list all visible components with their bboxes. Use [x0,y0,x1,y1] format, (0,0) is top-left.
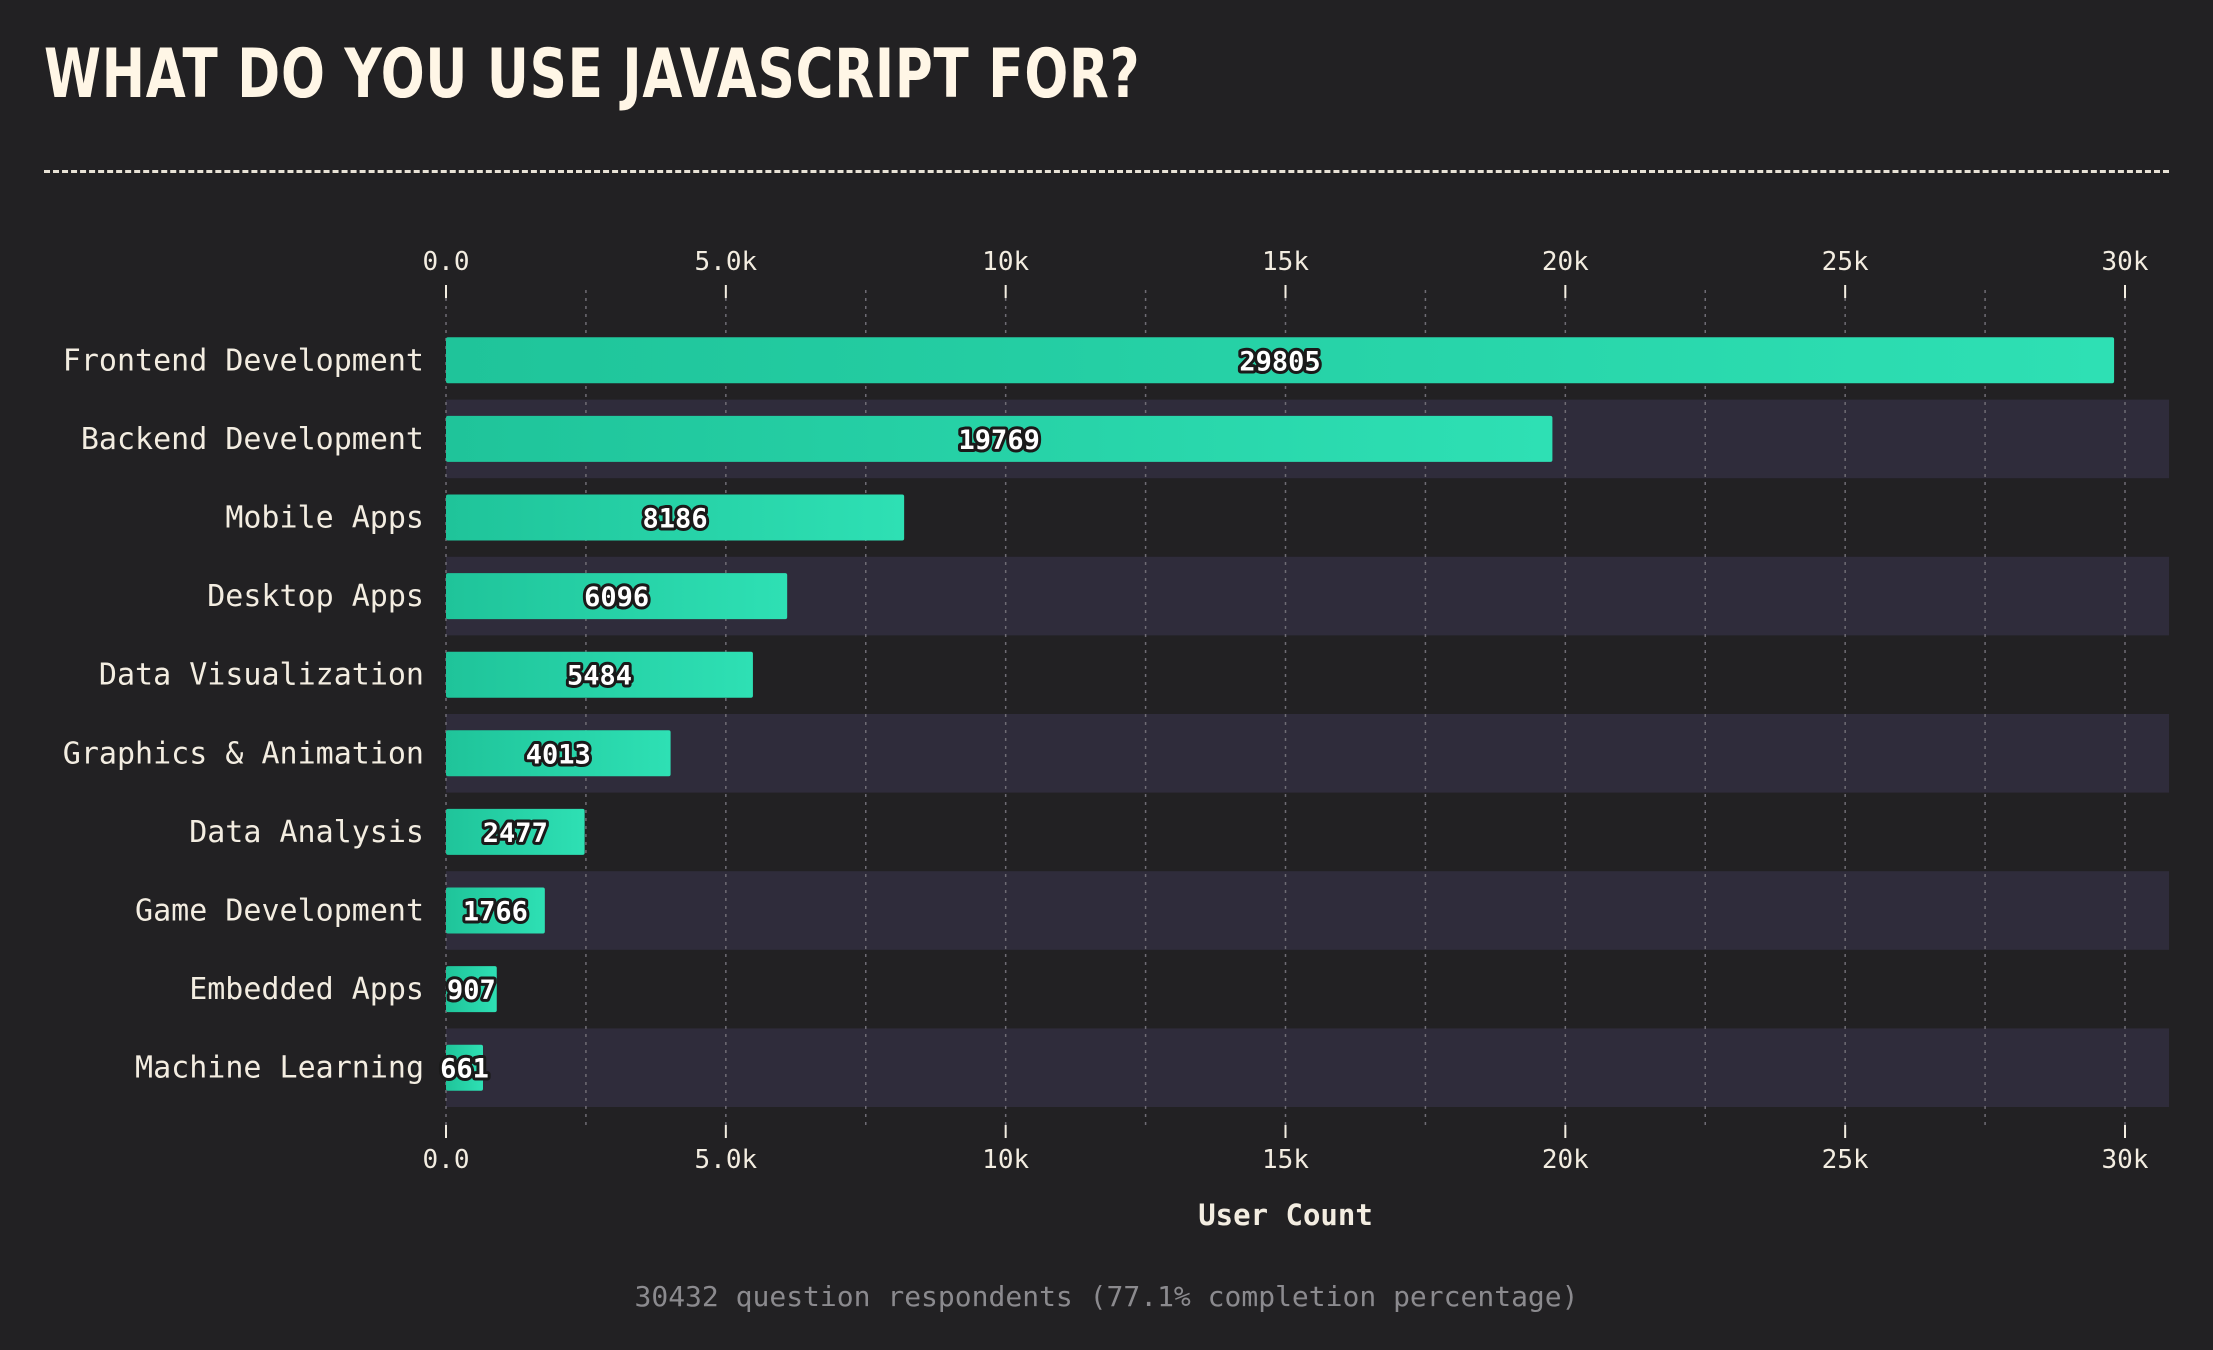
row-band [446,1028,2169,1107]
bar [446,494,905,541]
bottom-tick-label: 20k [1542,1145,1589,1175]
category-label: Data Visualization [99,658,424,693]
category-labels: Frontend Development Backend Development M… [63,343,424,1085]
bottom-tick-label: 25k [1822,1145,1869,1175]
bottom-tick-label: 15k [1262,1145,1309,1175]
bar [446,808,585,855]
gridlines [445,290,2126,1128]
bottom-tick-label: 0.0 [423,1145,470,1175]
bar-value-label: 6096 [584,582,649,613]
top-tick-label: 15k [1262,247,1309,277]
category-label: Embedded Apps [189,972,424,1007]
category-label: Data Analysis [189,815,424,850]
x-axis-title: User Count [1198,1198,1373,1232]
bottom-tick-label: 5.0k [695,1145,758,1175]
bar [446,966,497,1013]
bar-value-label: 661 [440,1054,489,1085]
bar-value-label: 2477 [483,818,548,849]
bar [446,651,753,698]
row-band [446,714,2169,793]
bottom-axis: 0.0 5.0k 10k 15k 20k 25k 30k [423,1125,2149,1175]
title-divider [44,170,2169,173]
top-axis: 0.0 5.0k 10k 15k 20k 25k 30k [423,247,2149,298]
category-label: Mobile Apps [225,501,424,536]
chart-title: WHAT DO YOU USE JAVASCRIPT FOR? [44,35,1141,114]
top-tick-label: 10k [982,247,1029,277]
bar-value-label: 4013 [526,739,591,770]
bar-value-label: 5484 [567,661,632,692]
bar [446,415,1553,462]
top-tick-label: 25k [1822,247,1869,277]
bar [446,887,545,934]
category-label: Graphics & Animation [63,736,424,771]
bar [446,573,788,620]
category-label: Game Development [135,894,424,929]
bottom-tick-label: 30k [2102,1145,2149,1175]
category-label: Backend Development [81,422,424,457]
top-tick-label: 20k [1542,247,1589,277]
bar [446,730,671,777]
bar-value-label: 8186 [643,504,708,535]
bar [446,337,2115,384]
bar-value-label: 19769 [959,425,1040,456]
bar-value-label: 907 [447,975,496,1006]
top-tick-label: 5.0k [695,247,758,277]
top-tick-label: 30k [2102,247,2149,277]
category-label: Machine Learning [135,1051,424,1086]
bar [446,1044,483,1091]
row-band [446,871,2169,950]
bottom-tick-label: 10k [982,1145,1029,1175]
category-label: Frontend Development [63,343,424,378]
category-label: Desktop Apps [207,579,424,614]
bar-value-label: 1766 [463,897,528,928]
respondents-footnote: 30432 question respondents (77.1% comple… [634,1280,1579,1313]
row-bands [446,399,2169,1107]
bars: 29805 19769 8186 6096 5484 4013 2477 1766 907 661 [437,337,2115,1091]
top-tick-label: 0.0 [423,247,470,277]
bar-value-label: 29805 [1239,346,1320,377]
